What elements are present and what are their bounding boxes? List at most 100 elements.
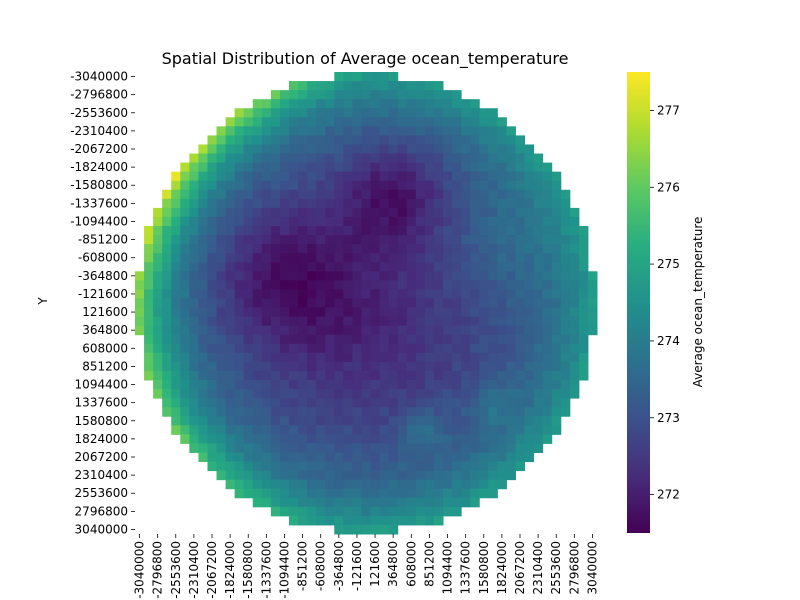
heatmap-cell: [352, 271, 362, 281]
heatmap-cell: [371, 389, 381, 399]
heatmap-cell: [226, 154, 236, 164]
heatmap-cell: [207, 244, 217, 254]
heatmap-cell: [543, 199, 553, 209]
heatmap-cell: [425, 199, 435, 209]
heatmap-cell: [389, 416, 399, 426]
heatmap-cell: [253, 262, 263, 272]
heatmap-cell: [543, 226, 553, 236]
heatmap-cell: [470, 326, 480, 336]
heatmap-cell: [470, 253, 480, 263]
heatmap-cell: [425, 425, 435, 435]
heatmap-cell: [561, 362, 571, 372]
heatmap-cell: [316, 154, 326, 164]
heatmap-cell: [579, 371, 589, 381]
heatmap-cell: [207, 135, 217, 145]
y-axis-ticks: -3040000-2796800-2553600-2310400-2067200…: [70, 70, 135, 537]
heatmap-cell: [271, 217, 281, 227]
heatmap-cell: [262, 253, 272, 263]
heatmap-cell: [244, 434, 254, 444]
heatmap-cell: [334, 253, 344, 263]
heatmap-cell: [325, 335, 335, 345]
heatmap-cell: [461, 308, 471, 318]
heatmap-cell: [171, 280, 181, 290]
heatmap-cell: [443, 434, 453, 444]
heatmap-cell: [452, 289, 462, 299]
heatmap-cell: [298, 117, 308, 127]
heatmap-cell: [434, 244, 444, 254]
heatmap-cell: [235, 308, 245, 318]
heatmap-cell: [316, 516, 326, 526]
heatmap-cell: [207, 144, 217, 154]
heatmap-cell: [343, 81, 353, 91]
heatmap-cell: [525, 289, 535, 299]
heatmap-cell: [325, 480, 335, 490]
heatmap-cell: [334, 135, 344, 145]
heatmap-cell: [352, 362, 362, 372]
heatmap-cell: [425, 280, 435, 290]
heatmap-cell: [235, 135, 245, 145]
heatmap-cell: [470, 208, 480, 218]
heatmap-cell: [352, 217, 362, 227]
heatmap-cell: [180, 298, 190, 308]
heatmap-cell: [144, 362, 154, 372]
heatmap-cell: [334, 289, 344, 299]
heatmap-cell: [506, 253, 516, 263]
heatmap-cell: [207, 335, 217, 345]
heatmap-cell: [189, 371, 199, 381]
heatmap-cell: [298, 253, 308, 263]
heatmap-cell: [235, 226, 245, 236]
heatmap-cell: [398, 425, 408, 435]
heatmap-cell: [289, 217, 299, 227]
heatmap-cell: [389, 144, 399, 154]
heatmap-cell: [434, 108, 444, 118]
heatmap-cell: [307, 489, 317, 499]
heatmap-cell: [316, 362, 326, 372]
heatmap-cell: [398, 317, 408, 327]
heatmap-cell: [443, 371, 453, 381]
heatmap-cell: [135, 326, 145, 336]
heatmap-cell: [389, 380, 399, 390]
heatmap-cell: [488, 425, 498, 435]
heatmap-cell: [217, 190, 227, 200]
heatmap-cell: [189, 163, 199, 173]
heatmap-cell: [452, 462, 462, 472]
heatmap-cell: [198, 253, 208, 263]
heatmap-cell: [316, 353, 326, 363]
heatmap-cell: [398, 380, 408, 390]
heatmap-cell: [189, 280, 199, 290]
heatmap-cell: [180, 226, 190, 236]
x-tick-label: -121600: [350, 541, 364, 591]
heatmap-cell: [543, 371, 553, 381]
heatmap-cell: [434, 389, 444, 399]
heatmap-cell: [561, 326, 571, 336]
heatmap-cell: [280, 144, 290, 154]
heatmap-cell: [198, 262, 208, 272]
heatmap-cell: [253, 181, 263, 191]
heatmap-cell: [488, 172, 498, 182]
heatmap-cell: [180, 235, 190, 245]
heatmap-cell: [479, 452, 489, 462]
heatmap-cell: [226, 480, 236, 490]
heatmap-cell: [434, 226, 444, 236]
heatmap-cell: [207, 371, 217, 381]
heatmap-cell: [461, 371, 471, 381]
heatmap-cell: [253, 344, 263, 354]
heatmap-cell: [434, 452, 444, 462]
heatmap-cell: [479, 443, 489, 453]
heatmap-cell: [244, 362, 254, 372]
y-tick-label: 851200: [82, 359, 128, 373]
heatmap-cell: [235, 380, 245, 390]
heatmap-cell: [325, 326, 335, 336]
heatmap-cell: [452, 317, 462, 327]
heatmap-cell: [552, 280, 562, 290]
heatmap-cell: [352, 498, 362, 508]
heatmap-cell: [262, 298, 272, 308]
heatmap-cell: [561, 217, 571, 227]
heatmap-cell: [316, 253, 326, 263]
heatmap-cell: [334, 452, 344, 462]
heatmap-cell: [271, 308, 281, 318]
heatmap-cell: [207, 344, 217, 354]
heatmap-cell: [552, 244, 562, 254]
heatmap-cell: [416, 253, 426, 263]
heatmap-cell: [425, 81, 435, 91]
